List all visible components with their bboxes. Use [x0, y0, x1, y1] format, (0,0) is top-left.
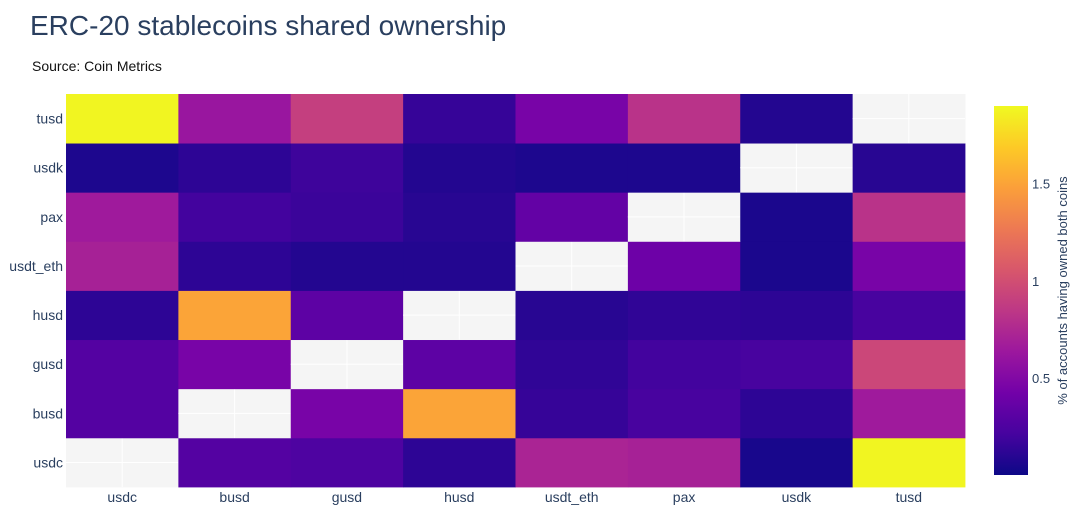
heatmap-cell-usdk-busd [178, 143, 292, 193]
heatmap-cell-tusd-usdk [740, 94, 854, 144]
heatmap-cell-gusd-pax [627, 339, 741, 390]
colorbar-tick-label: 0.5 [1032, 371, 1050, 386]
heatmap-cell-usdt_eth-tusd [852, 241, 966, 291]
heatmap-cell-usdc-usdk [740, 437, 854, 488]
x-tick-label: busd [219, 489, 249, 505]
heatmap-cell-usdt_eth-husd [403, 241, 516, 291]
x-axis-ticks: usdc busd gusd husd usdt_eth pax usdk tusd [107, 489, 922, 505]
x-tick-label: usdk [782, 489, 813, 505]
x-tick-label: husd [444, 489, 474, 505]
heatmap-cell-gusd-usdc [66, 339, 179, 390]
heatmap-cell-busd-gusd [290, 388, 404, 439]
heatmap-cell-usdc-pax [627, 437, 741, 488]
heatmap-cell-gusd-tusd [852, 339, 966, 390]
heatmap-cell-usdt_eth-gusd [290, 241, 404, 291]
chart-title: ERC-20 stablecoins shared ownership [30, 10, 507, 41]
heatmap-cell-usdc-busd [178, 437, 292, 488]
y-tick-label: usdc [33, 454, 63, 470]
heatmap-cell-usdc-tusd [852, 437, 966, 488]
heatmap-cell-husd-usdk [740, 290, 854, 341]
y-tick-label: usdk [33, 160, 64, 176]
heatmap-cell-pax-gusd [290, 192, 404, 242]
heatmap-cell-pax-husd [403, 192, 516, 242]
heatmap-cell-usdt_eth-usdk [740, 241, 854, 291]
heatmap-cell-usdt_eth-pax [627, 241, 741, 291]
y-tick-label: busd [33, 405, 63, 421]
colorbar: 0.5 1 1.5 % of accounts having owned both c… [994, 106, 1070, 475]
heatmap-cell-tusd-busd [178, 94, 292, 144]
colorbar-gradient [994, 106, 1028, 475]
x-tick-label: gusd [332, 489, 362, 505]
heatmap-cell-pax-tusd [852, 192, 966, 242]
heatmap-cell-tusd-gusd [290, 94, 404, 144]
heatmap-cell-usdk-husd [403, 143, 516, 193]
heatmap-cell-busd-pax [627, 388, 741, 439]
heatmap-cell-pax-usdt_eth [515, 192, 629, 242]
heatmap-cell-tusd-husd [403, 94, 516, 144]
heatmap-cells [66, 94, 966, 488]
heatmap-cell-usdt_eth-busd [178, 241, 292, 291]
heatmap-cell-husd-pax [627, 290, 741, 341]
heatmap-cell-gusd-husd [403, 339, 516, 390]
heatmap-cell-usdt_eth-usdc [66, 241, 179, 291]
heatmap-cell-usdk-tusd [852, 143, 966, 193]
colorbar-title: % of accounts having owned both coins [1055, 176, 1070, 405]
x-tick-label: pax [673, 489, 696, 505]
heatmap-cell-busd-usdt_eth [515, 388, 629, 439]
heatmap-cell-usdk-pax [627, 143, 741, 193]
heatmap-cell-husd-busd [178, 290, 292, 341]
y-axis-ticks: usdc busd gusd husd usdt_eth pax usdk tusd [9, 111, 64, 471]
heatmap-cell-usdk-usdt_eth [515, 143, 629, 193]
heatmap-cell-busd-tusd [852, 388, 966, 439]
y-tick-label: husd [33, 307, 63, 323]
heatmap-cell-usdc-gusd [290, 437, 404, 488]
y-tick-label: gusd [33, 356, 63, 372]
heatmap-cell-gusd-usdt_eth [515, 339, 629, 390]
heatmap-cell-tusd-usdc [66, 94, 179, 144]
x-tick-label: usdc [107, 489, 137, 505]
x-tick-label: usdt_eth [545, 489, 599, 505]
heatmap-cell-usdc-husd [403, 437, 516, 488]
heatmap-cell-husd-gusd [290, 290, 404, 341]
heatmap-cell-usdk-gusd [290, 143, 404, 193]
heatmap-cell-pax-busd [178, 192, 292, 242]
heatmap-cell-husd-usdt_eth [515, 290, 629, 341]
heatmap-cell-husd-tusd [852, 290, 966, 341]
heatmap-cell-husd-usdc [66, 290, 179, 341]
heatmap-cell-busd-usdc [66, 388, 179, 439]
heatmap-cell-tusd-pax [627, 94, 741, 144]
heatmap-cell-tusd-usdt_eth [515, 94, 629, 144]
colorbar-tick-label: 1 [1032, 274, 1039, 289]
colorbar-tick-label: 1.5 [1032, 177, 1050, 192]
heatmap-cell-busd-usdk [740, 388, 854, 439]
heatmap-cell-pax-usdc [66, 192, 179, 242]
chart-subtitle: Source: Coin Metrics [32, 58, 162, 74]
y-tick-label: usdt_eth [9, 258, 63, 274]
y-tick-label: tusd [37, 111, 63, 127]
heatmap-cell-usdk-usdc [66, 143, 179, 193]
y-tick-label: pax [40, 209, 63, 225]
heatmap-cell-gusd-usdk [740, 339, 854, 390]
heatmap-cell-gusd-busd [178, 339, 292, 390]
heatmap-cell-busd-husd [403, 388, 516, 439]
heatmap-cell-pax-usdk [740, 192, 854, 242]
heatmap-cell-usdc-usdt_eth [515, 437, 629, 488]
x-tick-label: tusd [896, 489, 922, 505]
